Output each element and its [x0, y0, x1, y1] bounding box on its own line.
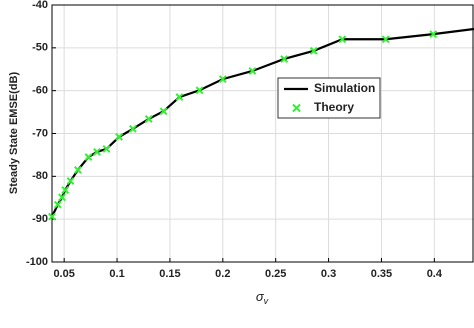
theory-marker	[48, 212, 56, 221]
legend-box	[277, 77, 381, 119]
y-axis-label: Steady State EMSE(dB)	[8, 72, 20, 195]
theory-marker	[218, 75, 227, 84]
theory-marker	[309, 46, 318, 55]
x-label-subscript: v	[264, 296, 269, 306]
simulation-line	[51, 27, 474, 218]
x-tick-label: 0.2	[215, 268, 230, 280]
x-axis-label: σv	[256, 289, 269, 306]
y-tick-label: -60	[32, 85, 48, 97]
theory-marker	[144, 115, 153, 123]
theory-marker	[93, 148, 101, 156]
x-label-symbol: σ	[256, 289, 265, 304]
theory-marker	[74, 166, 82, 174]
x-tick-label: 0.35	[371, 268, 392, 280]
theory-marker	[338, 35, 347, 44]
y-tick-label: -50	[32, 42, 48, 54]
y-tick-label: -70	[32, 127, 48, 139]
theory-marker	[84, 153, 93, 161]
theory-marker	[280, 55, 289, 63]
theory-marker	[381, 35, 390, 44]
x-tick-label: 0.1	[109, 268, 124, 280]
theory-marker	[248, 67, 257, 75]
theory-marker	[61, 186, 70, 194]
plot-frame	[51, 4, 474, 263]
theory-marker	[429, 30, 438, 39]
theory-marker	[175, 93, 184, 101]
theory-marker	[53, 200, 62, 209]
x-tick-label: 0.15	[159, 268, 180, 280]
y-tick-label: -40	[32, 0, 48, 11]
x-tick-label: 0.3	[321, 268, 336, 280]
theory-marker	[102, 145, 111, 153]
x-tick-label: 0.05	[53, 268, 74, 280]
legend-label: Theory	[314, 100, 354, 114]
theory-marker	[66, 177, 75, 185]
x-tick-label: 0.25	[265, 268, 286, 280]
theory-marker	[129, 124, 137, 133]
y-tick-label: -80	[32, 170, 48, 182]
y-tick-label: -100	[26, 256, 48, 268]
legend-label: Simulation	[314, 81, 375, 95]
y-tick-label: -90	[32, 213, 48, 225]
theory-marker	[58, 193, 66, 202]
theory-marker	[159, 107, 168, 116]
theory-marker	[115, 133, 124, 141]
x-tick-label: 0.4	[427, 268, 443, 280]
theory-marker	[195, 86, 204, 95]
legend-marker	[292, 103, 301, 113]
